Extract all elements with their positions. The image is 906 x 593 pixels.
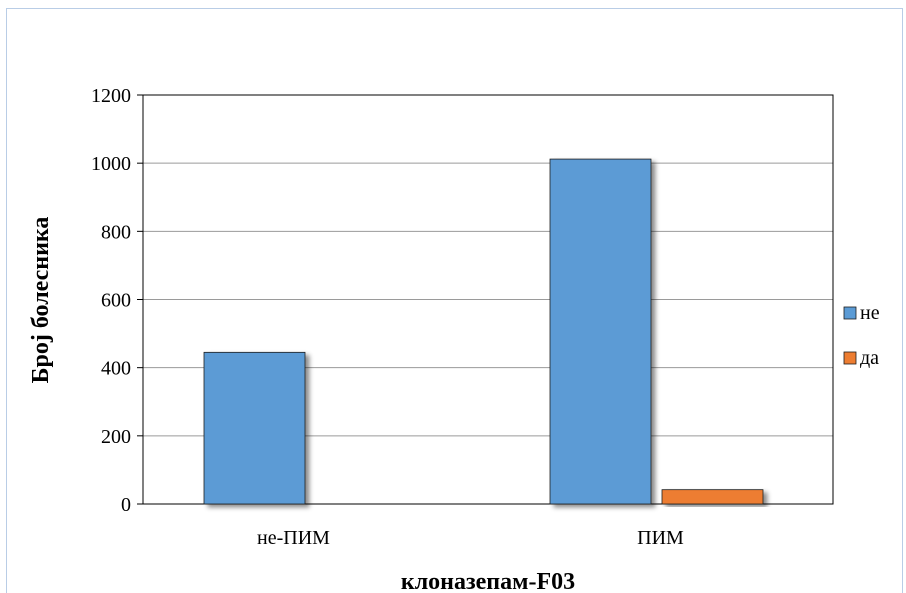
plot-area-border xyxy=(142,94,834,505)
legend-label: да xyxy=(860,347,879,369)
category-label: ПИМ xyxy=(637,527,684,549)
bar-ne-0 xyxy=(203,351,306,505)
chart-frame xyxy=(6,8,903,593)
y-axis-label: Број болесника xyxy=(28,217,54,384)
y-tick-label: 200 xyxy=(101,426,131,448)
x-tick-labels: не-ПИМ ПИМ xyxy=(257,527,684,549)
y-tick-labels: 0 200 400 600 800 1000 1200 xyxy=(91,85,131,516)
y-tick-label: 800 xyxy=(101,221,131,243)
legend-label: не xyxy=(860,302,880,324)
y-tick-label: 400 xyxy=(101,358,131,380)
bar-ne-1 xyxy=(549,158,652,505)
bar-da-1 xyxy=(661,489,764,505)
x-axis-label: клоназепам-F03 xyxy=(401,569,575,593)
bars xyxy=(203,158,764,505)
legend-swatch xyxy=(843,306,857,320)
y-tick-label: 600 xyxy=(101,290,131,312)
legend: не да xyxy=(843,302,880,369)
y-tick-label: 1200 xyxy=(91,85,131,107)
legend-swatch xyxy=(843,351,857,365)
category-label: не-ПИМ xyxy=(257,527,330,549)
y-tick-label: 0 xyxy=(121,494,131,516)
y-tick-label: 1000 xyxy=(91,153,131,175)
